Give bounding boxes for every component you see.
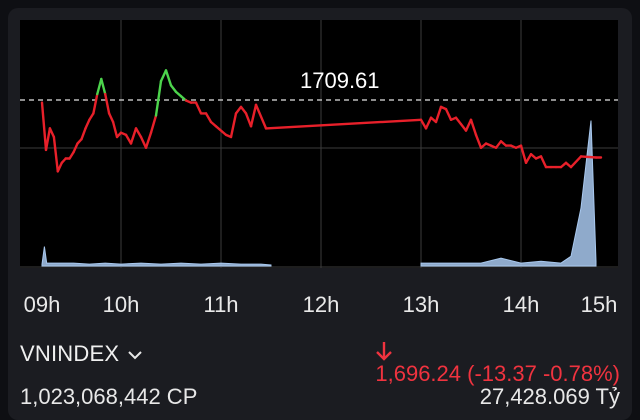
price-segment	[88, 112, 95, 122]
price-segment	[68, 150, 75, 160]
price-segment	[92, 92, 99, 115]
price-segment	[249, 103, 258, 128]
price-segment	[103, 92, 111, 115]
price-segment	[100, 77, 107, 96]
price-segment	[164, 69, 173, 87]
chevron-down-icon	[127, 349, 143, 361]
price-segment	[474, 133, 483, 150]
price-segment	[80, 127, 87, 141]
price-segment	[539, 155, 548, 169]
price-segment	[159, 69, 168, 83]
arrow-down-icon	[375, 341, 620, 361]
price-segment	[204, 112, 213, 124]
price-segment	[40, 101, 48, 152]
price-segment	[111, 120, 119, 139]
price-segment	[72, 142, 79, 154]
price-segment	[234, 105, 243, 115]
index-volume: 1,023,068,442 CP	[20, 384, 198, 409]
price-segment	[48, 127, 56, 139]
index-turnover: 27,428.069 Tỷ	[479, 384, 620, 409]
x-tick-14h: 14h	[502, 292, 540, 317]
price-segment	[424, 116, 433, 130]
price-segment	[134, 127, 143, 139]
x-tick-12h: 12h	[302, 292, 340, 317]
index-value: 1,696.24	[375, 361, 462, 386]
price-segment	[454, 116, 463, 126]
price-segment	[254, 103, 268, 130]
intraday-chart: 1709.61	[20, 20, 618, 268]
x-tick-09h: 09h	[23, 292, 61, 317]
index-change: 1,696.24 (-13.37 -0.78%)	[375, 341, 620, 387]
price-segment	[244, 112, 253, 128]
price-segment	[139, 135, 148, 150]
price-segment	[434, 105, 443, 124]
price-segment	[524, 152, 533, 165]
x-tick-13h: 13h	[402, 292, 440, 317]
volume-segment	[420, 120, 597, 267]
price-segment	[169, 84, 178, 94]
index-name: VNINDEX	[20, 341, 120, 366]
price-segment	[56, 161, 63, 173]
price-segment	[264, 118, 423, 130]
price-segment	[194, 101, 203, 115]
price-segment	[459, 122, 468, 132]
price-segment	[129, 127, 138, 145]
x-tick-15h: 15h	[580, 292, 618, 317]
chart-canvas: 1709.61	[20, 20, 618, 268]
price-segment	[579, 155, 598, 159]
price-segment	[107, 112, 115, 124]
price-segment	[144, 131, 153, 150]
price-segment	[239, 105, 248, 115]
price-segment	[44, 127, 52, 152]
price-segment	[519, 144, 528, 165]
price-segment	[494, 140, 503, 150]
price-segment	[469, 118, 478, 137]
price-segment	[419, 118, 428, 130]
x-tick-10h: 10h	[102, 292, 140, 317]
price-segment	[569, 155, 583, 169]
chart-grid	[20, 20, 618, 268]
price-segment	[124, 133, 133, 145]
price-segment	[84, 118, 91, 130]
index-change-detail: (-13.37 -0.78%)	[467, 361, 620, 386]
index-selector[interactable]: VNINDEX	[20, 341, 143, 367]
price-segment	[444, 107, 453, 122]
price-segment	[52, 135, 59, 173]
x-tick-11h: 11h	[203, 292, 239, 317]
price-segment	[464, 118, 473, 132]
volume-area	[41, 120, 597, 267]
price-segment	[154, 79, 163, 117]
price-segment	[149, 114, 158, 134]
price-segment	[96, 77, 103, 96]
price-segment	[229, 112, 238, 139]
volume-segment	[41, 246, 272, 267]
price-line	[40, 69, 603, 173]
reference-label: 1709.61	[300, 68, 380, 93]
